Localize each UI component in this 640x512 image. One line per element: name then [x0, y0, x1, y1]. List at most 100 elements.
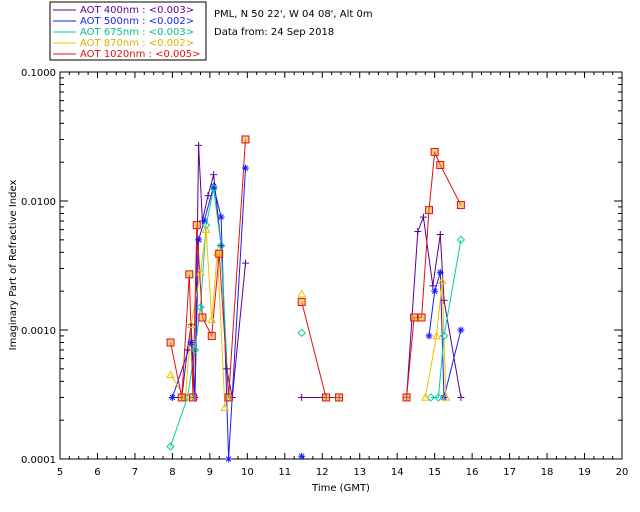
data-point-square: [166, 338, 175, 347]
data-point-square: [198, 313, 207, 322]
data-point-triangle: [420, 392, 430, 401]
data-point-triangle: [441, 392, 451, 401]
data-point-triangle: [297, 289, 307, 298]
data-point-square: [297, 297, 306, 306]
data-point-plus: [217, 242, 225, 250]
data-point-triangle: [437, 276, 447, 285]
x-tick-label: 16: [466, 467, 479, 478]
legend-label-1020: AOT 1020nm : <0.005>: [80, 49, 200, 60]
data-point-diamond: [297, 328, 306, 338]
x-tick-label: 12: [316, 467, 329, 478]
legend-label-870: AOT 870nm : <0.002>: [80, 38, 194, 49]
data-point-asterisk: [298, 452, 306, 460]
data-point-plus: [195, 141, 203, 149]
series-line-0: [406, 215, 462, 398]
series-line-3: [424, 280, 447, 398]
data-point-diamond: [456, 235, 466, 245]
x-tick-label: 19: [578, 467, 591, 478]
x-tick-label: 20: [616, 467, 629, 478]
data-point-asterisk: [210, 182, 218, 190]
x-tick-label: 8: [169, 467, 175, 478]
data-point-asterisk: [217, 213, 225, 221]
data-point-square: [402, 393, 411, 402]
data-point-square: [335, 393, 344, 402]
data-point-diamond: [216, 241, 226, 250]
data-point-triangle: [201, 225, 211, 233]
site-info: PML, N 50 22', W 04 08', Alt 0m: [214, 9, 373, 20]
data-point-asterisk: [457, 326, 465, 334]
data-point-plus: [183, 346, 191, 354]
series-line-4: [301, 301, 340, 398]
data-point-diamond: [209, 184, 218, 193]
date-info: Data from: 24 Sep 2018: [214, 27, 334, 38]
x-tick-label: 6: [94, 467, 100, 478]
data-point-asterisk: [195, 236, 203, 244]
data-point-square: [207, 331, 216, 340]
data-point-square: [215, 249, 224, 258]
data-point-diamond: [196, 303, 205, 312]
data-point-square: [185, 270, 194, 279]
data-point-asterisk: [436, 268, 444, 276]
data-point-plus: [414, 228, 422, 236]
legend-box: [49, 1, 207, 61]
y-axis-label: Imaginary Part of Refractive Index: [8, 180, 19, 351]
data-point-square: [224, 393, 233, 402]
data-point-plus: [298, 393, 306, 401]
data-point-triangle: [166, 370, 175, 379]
series-line-3: [170, 229, 226, 408]
data-point-square: [189, 393, 198, 402]
data-point-plus: [429, 282, 437, 290]
data-point-asterisk: [225, 455, 233, 463]
data-point-square: [192, 221, 201, 230]
data-point-asterisk: [168, 393, 176, 401]
data-point-square: [436, 161, 445, 170]
data-point-triangle: [207, 315, 217, 324]
legend-label-675: AOT 675nm : <0.003>: [80, 27, 194, 38]
x-tick-label: 18: [541, 467, 554, 478]
x-tick-label: 11: [278, 467, 291, 478]
data-point-square: [410, 313, 419, 322]
data-point-asterisk: [187, 339, 195, 347]
data-point-plus: [436, 230, 444, 238]
axis-ticks: 5 6 7 8 9 10 11 12 13 14 15 16 17 18 19 20 0.0001 0.0010 0…: [21, 68, 628, 478]
data-point-square: [425, 206, 434, 215]
data-point-asterisk: [200, 217, 208, 225]
data-point-asterisk: [241, 164, 249, 172]
x-tick-label: 10: [241, 467, 254, 478]
data-point-asterisk: [431, 287, 439, 295]
data-point-triangle: [186, 320, 196, 328]
data-point-plus: [241, 259, 249, 267]
data-point-plus: [223, 365, 231, 373]
x-tick-label: 14: [391, 467, 404, 478]
data-point-triangle: [432, 331, 441, 340]
x-axis-label: Time (GMT): [311, 483, 370, 494]
y-tick-label: 0.0100: [21, 197, 56, 208]
x-tick-label: 9: [207, 467, 213, 478]
data-point-square: [456, 201, 465, 210]
x-tick-label: 13: [353, 467, 366, 478]
x-tick-label: 7: [132, 467, 138, 478]
data-point-diamond: [434, 393, 443, 402]
data-point-plus: [457, 393, 465, 401]
data-point-diamond: [201, 220, 211, 230]
data-point-plus: [204, 192, 212, 200]
series-line-2: [170, 188, 230, 447]
data-point-square: [322, 393, 331, 402]
data-point-plus: [210, 171, 218, 179]
data-point-square: [417, 313, 426, 322]
data-point-triangle: [220, 403, 230, 411]
data-point-triangle: [196, 267, 205, 276]
data-point-diamond: [190, 345, 200, 355]
x-tick-label: 15: [428, 467, 441, 478]
series-markers: [166, 135, 466, 463]
y-tick-label: 0.1000: [21, 68, 56, 79]
data-point-plus: [440, 296, 448, 304]
legend: AOT 400nm : <0.003> AOT 500nm : <0.002> …: [53, 5, 200, 60]
data-point-asterisk: [425, 332, 433, 340]
legend-label-500: AOT 500nm : <0.002>: [80, 16, 194, 27]
data-point-plus: [419, 213, 427, 221]
x-tick-label: 17: [503, 467, 516, 478]
data-point-diamond: [166, 442, 175, 451]
legend-label-400: AOT 400nm : <0.003>: [80, 5, 194, 16]
